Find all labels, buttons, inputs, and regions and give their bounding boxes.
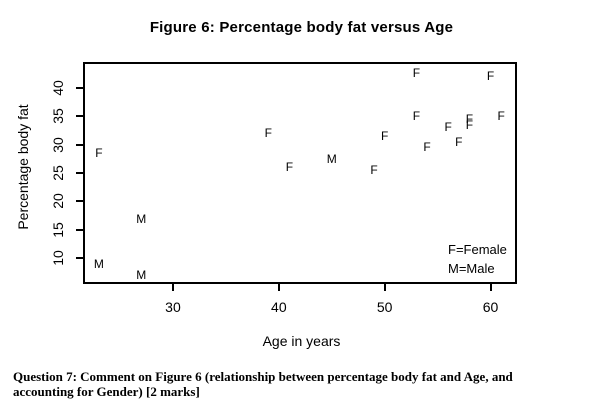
y-tick-mark [76,115,83,118]
data-point-f: F [412,66,421,81]
data-point-f: F [455,134,463,149]
x-tick-label: 30 [165,299,181,315]
x-tick-mark [489,284,492,291]
y-tick-label: 40 [50,79,66,96]
y-tick-mark [76,228,83,231]
plot-area [83,62,517,284]
data-point-f: F [444,120,452,135]
y-tick-label: 30 [50,136,66,153]
y-tick-mark [76,200,83,203]
data-point-m: M [136,211,147,226]
y-tick-label: 35 [50,108,66,124]
legend-entry-female: F=Female [448,242,507,257]
data-point-m: M [326,151,337,166]
x-tick-label: 40 [271,299,287,315]
x-axis-label: Age in years [262,333,341,349]
data-point-f: F [370,163,378,178]
y-tick-label: 20 [50,193,66,210]
data-point-f: F [285,160,294,175]
data-point-m: M [136,268,147,283]
data-point-f: F [465,117,474,132]
y-tick-mark [76,172,83,174]
y-axis-label: Percentage body fat [15,104,31,230]
question-label: Question 7: [13,369,77,384]
x-tick-label: 50 [376,299,393,315]
question-text: Question 7: Comment on Figure 6 (relatio… [13,369,591,399]
y-tick-label: 10 [50,250,66,267]
data-point-f: F [95,146,103,161]
data-point-f: F [264,126,272,141]
x-tick-label: 60 [482,299,499,315]
data-point-f: F [381,129,389,143]
question-line1: Comment on Figure 6 (relationship betwee… [80,369,513,384]
legend-entry-male: M=Male [448,261,495,276]
question-line2: accounting for Gender) [2 marks] [13,383,200,399]
data-point-f: F [486,69,495,84]
y-tick-mark [76,143,83,146]
y-tick-label: 15 [50,222,66,238]
data-point-f: F [412,109,421,124]
x-tick-mark [277,284,280,291]
data-point-f: F [465,111,474,126]
x-tick-mark [171,284,174,291]
y-tick-mark [76,257,83,260]
data-point-m: M [93,257,104,272]
data-point-f: F [423,140,431,155]
figure-title: Figure 6: Percentage body fat versus Age [149,19,454,36]
x-tick-mark [383,284,386,291]
data-point-f: F [497,109,505,124]
y-tick-mark [76,86,83,89]
plot-legend: F=Female M=Male [448,240,507,278]
y-tick-label: 25 [50,165,66,181]
